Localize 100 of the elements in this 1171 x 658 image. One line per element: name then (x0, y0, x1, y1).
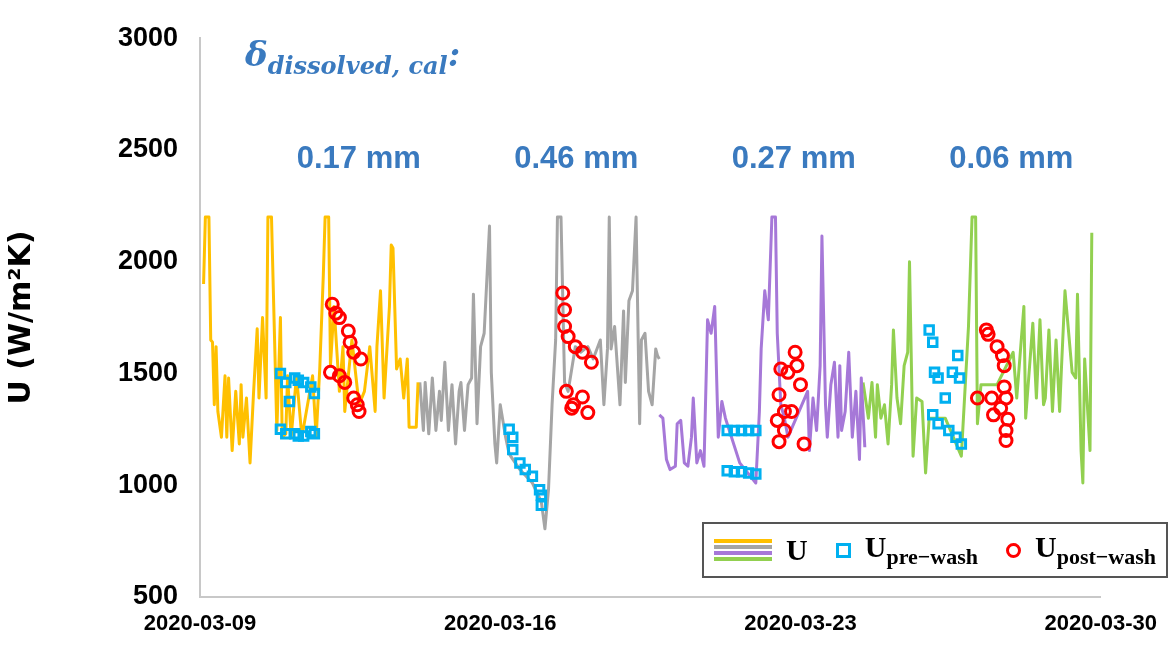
point (514, 457, 526, 469)
point (969, 390, 985, 406)
point (984, 390, 1000, 406)
point (353, 351, 369, 367)
point (557, 319, 573, 335)
point (773, 361, 789, 377)
chart-title: δ$_{dissolved, cal}$: (245, 34, 461, 80)
point (337, 374, 353, 390)
point (771, 434, 787, 450)
point (750, 424, 762, 437)
x-tick-label: 2020-03-30 (1044, 610, 1158, 636)
point (728, 424, 741, 437)
point (1000, 411, 1016, 427)
point (283, 395, 296, 408)
point (560, 329, 576, 345)
point (567, 339, 583, 355)
x-tick-label: 2020-03-23 (744, 610, 857, 636)
point (989, 339, 1005, 355)
point (331, 368, 347, 384)
point (776, 403, 792, 419)
point (939, 392, 951, 404)
point (986, 407, 1001, 423)
y-tick-label: 1000 (117, 468, 178, 499)
x-tick-label: 2020-03-16 (443, 610, 557, 636)
point (535, 499, 548, 512)
legend-label: U$_{post−wash}$ (1034, 530, 1156, 570)
point (980, 326, 996, 342)
y-tick-label: 3000 (117, 21, 178, 52)
point (346, 344, 362, 360)
point (998, 422, 1014, 438)
point (998, 390, 1014, 406)
point (750, 468, 762, 480)
point (346, 390, 362, 406)
point (292, 374, 305, 386)
point (932, 372, 944, 384)
annotation: 0.06 mm (949, 140, 1074, 176)
point (932, 418, 944, 430)
point (769, 412, 785, 428)
y-axis-title: U (W/m²K) (1, 230, 37, 405)
point (580, 405, 596, 421)
point (996, 358, 1012, 374)
point (789, 358, 805, 374)
point (952, 349, 964, 362)
point (946, 366, 959, 379)
point (996, 379, 1012, 395)
point (735, 424, 748, 437)
point (771, 387, 787, 403)
y-tick-label: 1500 (117, 356, 178, 387)
point (928, 366, 941, 379)
y-tick-label: 500 (132, 580, 178, 611)
x-tick-label: 2020-03-09 (143, 610, 257, 636)
point (923, 324, 935, 336)
point (796, 436, 812, 452)
point (305, 425, 317, 438)
point (507, 443, 519, 456)
point (340, 323, 356, 339)
point (721, 424, 733, 437)
y-tick-label: 2000 (117, 245, 178, 276)
y-tick-label: 2500 (117, 133, 178, 164)
legend-label: U$_{pre−wash}$ (864, 530, 978, 570)
point (322, 364, 338, 380)
point (583, 354, 599, 370)
point (994, 348, 1010, 364)
point (792, 377, 808, 393)
point (993, 400, 1009, 416)
point (342, 334, 358, 350)
point (943, 424, 955, 437)
point (351, 403, 367, 419)
point (780, 364, 796, 380)
point (978, 322, 994, 338)
point (555, 285, 571, 301)
point (331, 310, 347, 326)
point (927, 336, 939, 348)
point (349, 397, 365, 413)
point (955, 438, 968, 450)
point (308, 428, 321, 440)
point (742, 424, 755, 437)
point (507, 431, 519, 443)
point (557, 302, 573, 318)
point (721, 464, 733, 477)
point (784, 403, 800, 419)
point (574, 344, 590, 360)
point (305, 381, 317, 393)
point (308, 387, 321, 400)
annotation: 0.17 mm (296, 140, 421, 176)
point (787, 344, 803, 360)
point (503, 423, 515, 436)
point (292, 430, 305, 442)
point (526, 470, 539, 483)
point (558, 383, 574, 399)
point (324, 296, 340, 312)
point (533, 483, 546, 496)
legend-label: U (786, 533, 808, 567)
point (297, 376, 310, 389)
annotation: 0.27 mm (731, 140, 856, 176)
point (776, 422, 792, 438)
point (574, 389, 590, 405)
point (927, 409, 939, 421)
point (328, 305, 344, 321)
point (280, 376, 292, 389)
